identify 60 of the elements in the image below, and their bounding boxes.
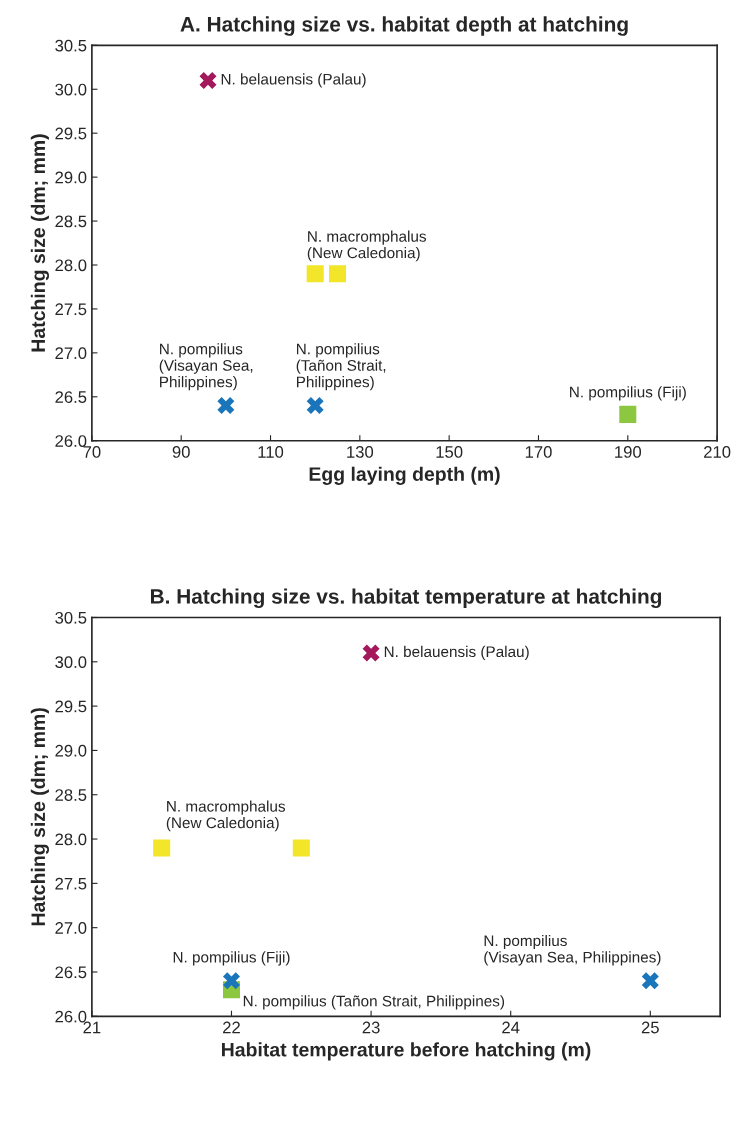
y-tick-label: 30.5 xyxy=(55,611,87,624)
x-tick-label: 24 xyxy=(502,1021,520,1034)
point xyxy=(641,972,659,990)
y-axis-title: Hatching size (dm; mm) xyxy=(30,134,50,352)
x-tick-label: 150 xyxy=(436,446,463,458)
y-tick-label: 27.5 xyxy=(55,877,87,890)
x-tick-label: 170 xyxy=(525,446,552,458)
y-tick-label: 29.5 xyxy=(55,700,87,713)
y-axis-title: Hatching size (dm; mm) xyxy=(30,708,50,926)
y-tick-label: 30.0 xyxy=(55,656,87,668)
y-tick-label: 28.5 xyxy=(55,215,87,228)
y-tick-label: 28.0 xyxy=(55,259,87,272)
x-tick-label: 90 xyxy=(172,446,190,458)
x-axis-title: Habitat temperature before hatching (m) xyxy=(222,1042,591,1061)
y-tick-label: 30.5 xyxy=(55,39,87,52)
annotation: N. pompilius (Fiji) xyxy=(570,386,686,401)
point xyxy=(306,397,324,415)
annotation: N. macromphalus (New Caledonia) xyxy=(166,800,286,832)
x-axis-title: Egg laying depth (m) xyxy=(309,466,500,485)
x-tick-label: 25 xyxy=(641,1021,659,1034)
chart-title: A. Hatching size vs. habitat depth at hatching xyxy=(180,16,628,36)
annotation: N. pompilius (Tañon Strait, Philippines) xyxy=(243,995,505,1010)
chart-title: B. Hatching size vs. habitat temperature at hatching xyxy=(150,588,662,609)
point xyxy=(153,839,171,857)
point xyxy=(329,265,347,283)
x-tick-label: 21 xyxy=(83,1021,101,1034)
x-tick-label: 190 xyxy=(615,446,642,458)
annotation: N. pompilius (Fiji) xyxy=(173,951,290,966)
y-tick-label: 27.0 xyxy=(55,347,87,360)
y-tick-label: 29.0 xyxy=(55,171,87,184)
x-tick-label: 130 xyxy=(347,446,374,458)
x-tick-label: 23 xyxy=(362,1021,380,1034)
y-tick-label: 26.5 xyxy=(55,966,87,979)
point xyxy=(222,972,240,990)
annotation: N. belauensis (Palau) xyxy=(221,73,366,88)
annotation: N. macromphalus (New Caledonia) xyxy=(307,230,427,262)
y-tick-label: 26.0 xyxy=(55,1010,87,1023)
point xyxy=(199,71,217,89)
x-tick-label: 210 xyxy=(704,446,731,458)
y-tick-label: 28.0 xyxy=(55,833,87,846)
annotation: N. pompilius (Visayan Sea, Philippines) xyxy=(484,934,661,966)
y-tick-label: 30.0 xyxy=(55,83,87,96)
x-tick-label: 22 xyxy=(223,1021,240,1034)
y-tick-label: 27.0 xyxy=(55,922,87,934)
y-tick-label: 29.0 xyxy=(55,744,87,757)
point xyxy=(306,265,324,283)
y-tick-label: 28.5 xyxy=(55,789,87,801)
y-tick-label: 26.0 xyxy=(55,435,87,447)
annotation: N. pompilius (Visayan Sea, Philippines) xyxy=(159,343,253,391)
y-tick-label: 27.5 xyxy=(55,303,87,316)
annotation: N. belauensis (Palau) xyxy=(384,645,529,661)
point xyxy=(292,839,310,857)
annotation: N. pompilius (Tañon Strait, Philippines) xyxy=(296,343,386,391)
point xyxy=(362,644,380,662)
point xyxy=(619,405,637,423)
x-tick-label: 110 xyxy=(258,446,284,458)
point xyxy=(217,397,235,415)
y-tick-label: 29.5 xyxy=(55,127,87,140)
y-tick-label: 26.5 xyxy=(55,391,87,403)
x-tick-label: 70 xyxy=(83,446,101,458)
